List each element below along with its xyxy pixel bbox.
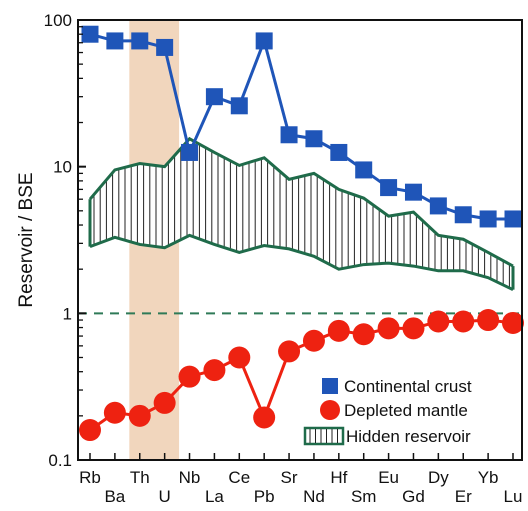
x-tick-label-rb: Rb bbox=[79, 468, 101, 487]
crust-point-yb bbox=[479, 210, 497, 228]
x-tick-label-lu: Lu bbox=[504, 487, 523, 506]
x-tick-label-gd: Gd bbox=[402, 487, 425, 506]
mantle-point-nd bbox=[302, 329, 325, 352]
crust-point-u bbox=[156, 38, 174, 56]
x-tick-label-ba: Ba bbox=[104, 487, 125, 506]
mantle-point-u bbox=[153, 391, 176, 414]
mantle-point-ba bbox=[103, 401, 126, 424]
hidden-reservoir-lower bbox=[89, 233, 514, 292]
x-tick-label-la: La bbox=[205, 487, 224, 506]
x-tick-label-eu: Eu bbox=[378, 468, 399, 487]
crust-point-eu bbox=[380, 179, 398, 197]
crust-point-sr bbox=[280, 126, 298, 144]
legend-label-mantle: Depleted mantle bbox=[344, 401, 468, 420]
crust-point-dy bbox=[429, 197, 447, 215]
y-axis-title: Reservoir / BSE bbox=[16, 172, 37, 307]
y-axis: 0.1 1 10 100 bbox=[44, 11, 86, 470]
mantle-point-er bbox=[452, 310, 475, 333]
crust-point-pb bbox=[255, 32, 273, 50]
mantle-point-hf bbox=[327, 319, 350, 342]
x-tick-label-yb: Yb bbox=[478, 468, 499, 487]
crust-point-lu bbox=[504, 210, 522, 228]
crust-point-la bbox=[205, 88, 223, 106]
legend-marker-hidden bbox=[303, 426, 345, 446]
x-tick-label-pb: Pb bbox=[254, 487, 275, 506]
hidden-reservoir-layer bbox=[88, 136, 515, 292]
crust-point-ba bbox=[106, 32, 124, 50]
x-tick-label-sr: Sr bbox=[281, 468, 298, 487]
y-tick-label: 10 bbox=[53, 158, 72, 177]
hidden-reservoir-fill bbox=[90, 138, 513, 290]
crust-point-ce bbox=[230, 97, 248, 115]
legend-label-crust: Continental crust bbox=[344, 377, 472, 396]
mantle-point-sm bbox=[352, 323, 375, 346]
crust-point-gd bbox=[404, 183, 422, 201]
plot-frame bbox=[77, 19, 523, 461]
mantle-point-rb bbox=[79, 419, 101, 442]
crust-point-er bbox=[454, 206, 472, 224]
x-tick-label-nb: Nb bbox=[179, 468, 201, 487]
hidden-reservoir-upper bbox=[88, 136, 514, 268]
mantle-point-gd bbox=[402, 317, 425, 340]
crust-point-nb bbox=[181, 143, 199, 161]
mantle-point-dy bbox=[427, 310, 450, 333]
depleted-mantle-layer bbox=[79, 309, 524, 442]
y-tick-label: 1 bbox=[63, 304, 72, 323]
crust-point-th bbox=[131, 32, 149, 50]
mantle-point-pb bbox=[253, 406, 276, 429]
mantle-point-ce bbox=[228, 346, 251, 369]
mantle-point-eu bbox=[377, 317, 400, 340]
y-tick-label: 0.1 bbox=[48, 451, 72, 470]
legend-hidden-box bbox=[303, 426, 345, 446]
crust-point-hf bbox=[330, 143, 348, 161]
crust-point-rb bbox=[81, 25, 99, 43]
mantle-point-nb bbox=[178, 365, 201, 388]
legend-marker-crust bbox=[322, 378, 338, 394]
crust-point-nd bbox=[305, 130, 323, 148]
x-tick-label-th: Th bbox=[130, 468, 150, 487]
legend-label-hidden: Hidden reservoir bbox=[346, 427, 471, 446]
x-tick-label-hf: Hf bbox=[330, 468, 347, 487]
continental-crust-layer bbox=[81, 25, 522, 228]
mantle-point-th bbox=[128, 404, 151, 427]
y-tick-label: 100 bbox=[44, 11, 72, 30]
x-tick-label-dy: Dy bbox=[428, 468, 449, 487]
crust-point-sm bbox=[355, 161, 373, 179]
legend: Continental crust Depleted mantle Hidden… bbox=[303, 377, 472, 446]
mantle-point-yb bbox=[477, 309, 500, 332]
mantle-point-sr bbox=[278, 340, 301, 363]
mantle-point-la bbox=[203, 359, 226, 382]
mantle-point-lu bbox=[502, 311, 524, 334]
x-tick-label-er: Er bbox=[455, 487, 472, 506]
legend-marker-mantle bbox=[320, 400, 340, 420]
x-tick-label-sm: Sm bbox=[351, 487, 377, 506]
x-tick-label-nd: Nd bbox=[303, 487, 325, 506]
x-tick-label-u: U bbox=[159, 487, 171, 506]
x-tick-label-ce: Ce bbox=[228, 468, 250, 487]
